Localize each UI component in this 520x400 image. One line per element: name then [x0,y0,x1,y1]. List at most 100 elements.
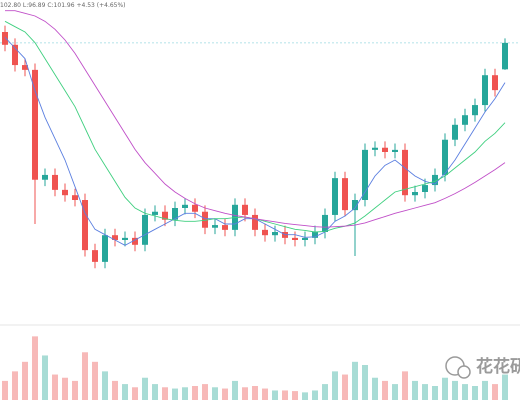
candle-body [192,204,198,212]
candle-body [202,211,208,228]
volume-bar [302,392,308,400]
candle-body [292,237,298,240]
candle-body [12,44,18,66]
volume-bar [202,384,208,400]
candle-body [242,204,248,215]
volume-bar [32,336,38,400]
volume-bar [412,380,418,400]
volume-bar [12,371,18,400]
header-ohlc: 102.80 L:96.89 C:101.96 +4.53 (+4.65%) [0,2,126,9]
candle-body [182,204,188,208]
candle-body [212,225,218,228]
volume-bar [482,380,488,400]
candle-body [222,225,228,230]
candle-body [32,69,38,180]
volume-bar [462,384,468,400]
volume-bar [252,386,258,400]
candle-body [442,139,448,175]
candle-body [472,105,478,116]
candle-body [252,214,258,230]
volume-bar [152,384,158,400]
candle-body [42,174,48,180]
candle-body [62,189,68,196]
volume-bar [272,390,278,400]
volume-bar [382,380,388,400]
volume-bar [342,374,348,400]
candle-body [332,178,338,215]
volume-bar [362,365,368,400]
candle-body [462,115,468,125]
candle-body [82,200,88,251]
candle-body [492,75,498,91]
candle-body [142,214,148,245]
volume-bar [222,388,228,400]
candle-body [482,75,488,106]
volume-bar [22,361,28,400]
candle-body [352,200,358,211]
candle-body [402,149,408,196]
candle-body [422,185,428,192]
candle-body [122,237,128,240]
volume-bar [312,390,318,400]
volume-bar [162,387,168,400]
volume-bar [422,384,428,400]
candle-body [272,232,278,236]
candle-body [372,147,378,150]
volume-bar [132,387,138,400]
volume-bar [472,386,478,400]
candle-body [322,214,328,232]
candle-body [172,208,178,220]
candle-body [92,250,98,262]
volume-bar [242,387,248,400]
volume-bar [42,355,48,400]
volume-bar [92,361,98,400]
volume-bar [102,371,108,400]
watermark: 花花研 [445,356,520,379]
volume-bar [492,384,498,400]
candle-body [382,147,388,152]
volume-bar [452,380,458,400]
volume-bar [212,387,218,400]
candle-body [112,235,118,240]
candle-body [412,192,418,196]
volume-bar [112,380,118,400]
candle-body [362,149,368,200]
candle-body [72,195,78,200]
volume-bar [392,384,398,400]
volume-bar [142,377,148,400]
candle-body [52,174,58,190]
candle-body [392,149,398,152]
watermark-icon [457,365,471,379]
volume-bar [502,374,508,400]
candle-body [132,237,138,245]
volume-bar [232,380,238,400]
volume-bar [262,388,268,400]
volume-bar [122,384,128,400]
candle-body [262,229,268,236]
volume-bar [322,384,328,400]
volume-bar [52,374,58,400]
volume-bar [82,352,88,400]
volume-bar [72,380,78,400]
volume-bar [2,380,8,400]
volume-bar [442,377,448,400]
volume-bar [62,377,68,400]
candle-body [162,211,168,220]
volume-bar [402,371,408,400]
volume-bar [282,390,288,400]
volume-bar [182,387,188,400]
volume-bar [372,377,378,400]
candle-body [152,211,158,215]
candle-body [312,232,318,238]
volume-bar [192,386,198,400]
volume-bar [432,386,438,400]
candle-body [102,235,108,262]
candle-body [452,124,458,140]
candle-body [432,174,438,186]
candle-body [502,42,508,70]
candle-body [22,65,28,70]
volume-bar [352,361,358,400]
moving-average-line [5,10,506,228]
candle-body [342,178,348,211]
